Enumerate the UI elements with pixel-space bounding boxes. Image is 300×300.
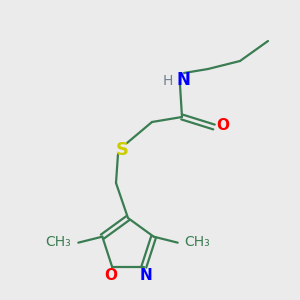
Text: O: O <box>105 268 118 283</box>
Text: N: N <box>176 71 190 89</box>
Text: CH₃: CH₃ <box>185 235 210 249</box>
Text: S: S <box>116 141 128 159</box>
Text: O: O <box>217 118 230 134</box>
Text: N: N <box>140 268 152 283</box>
Text: CH₃: CH₃ <box>46 235 71 249</box>
Text: H: H <box>163 74 173 88</box>
